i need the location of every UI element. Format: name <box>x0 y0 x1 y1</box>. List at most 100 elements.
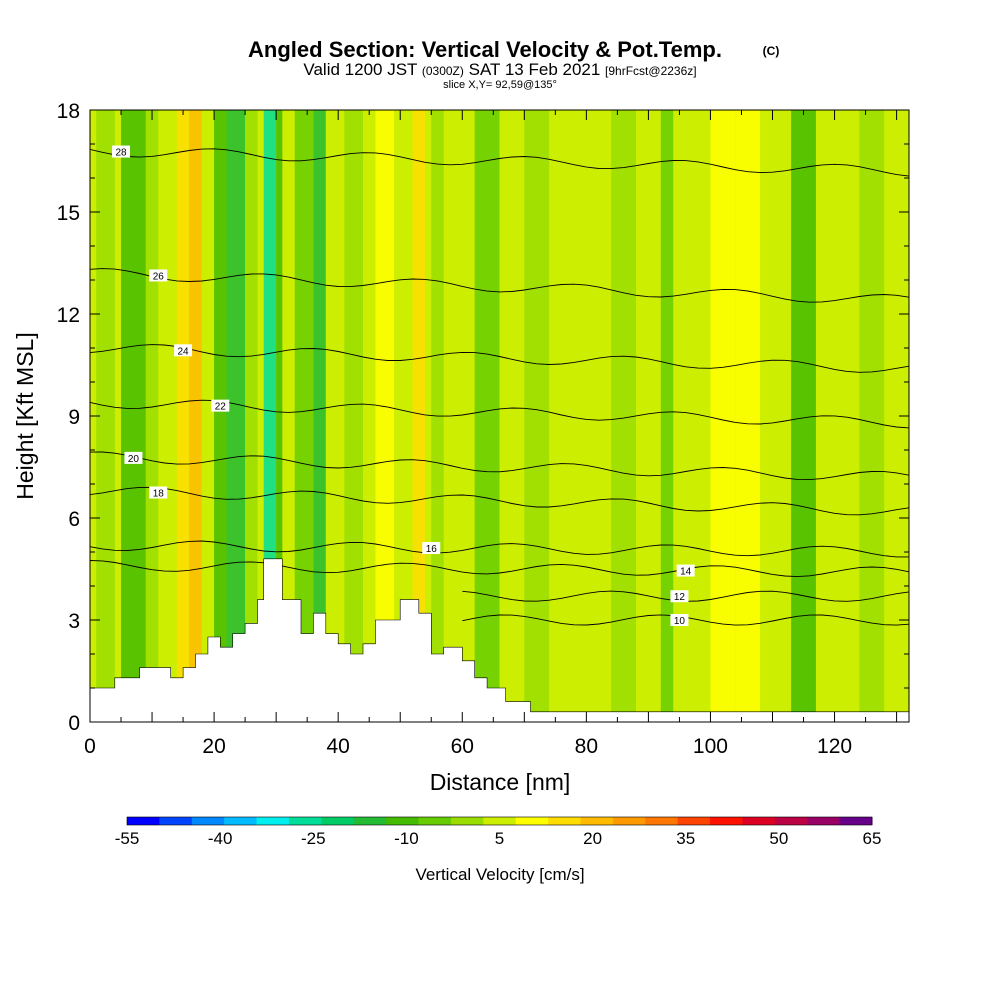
colorbar-swatch <box>256 817 290 825</box>
y-axis: 0 3 6 9 12 15 18 <box>57 100 909 735</box>
chart-subtitle: Valid 1200 JST (0300Z) SAT 13 Feb 2021 [… <box>303 60 696 79</box>
colorbar-swatch <box>353 817 387 825</box>
theta-label-bg-10 <box>670 614 689 626</box>
velocity-band-14 <box>412 110 426 722</box>
theta-label-24: 24 <box>178 346 190 357</box>
colorbar-swatch <box>807 817 841 825</box>
theta-label-bg-12 <box>670 590 689 603</box>
theta-contours: 10 12 14 16 18 20 22 24 26 28 <box>90 145 909 627</box>
colorbar-tick-label: 50 <box>769 829 788 848</box>
colorbar-tick-label: 20 <box>583 829 602 848</box>
theta-label-12: 12 <box>674 592 686 603</box>
colorbar-tick-label: 35 <box>676 829 695 848</box>
theta-contour-28 <box>90 148 909 177</box>
velocity-band-3 <box>176 110 190 722</box>
velocity-band-10 <box>294 110 314 722</box>
y-tick-label: 0 <box>68 712 80 735</box>
colorbar-swatch <box>774 817 808 825</box>
theta-label-bg-28 <box>112 145 131 158</box>
theta-label-bg-26 <box>149 269 168 282</box>
velocity-band-5 <box>214 110 227 722</box>
velocity-band-18 <box>611 110 636 722</box>
velocity-band-16 <box>474 110 500 722</box>
y-tick-label: 15 <box>57 202 80 225</box>
colorbar-tick-label: -25 <box>301 829 326 848</box>
velocity-band-22 <box>791 110 816 722</box>
colorbar-frame <box>126 816 873 826</box>
chart-title-units: (C) <box>763 44 780 58</box>
theta-label-22: 22 <box>215 402 227 413</box>
colorbar-swatch <box>645 817 679 825</box>
x-axis: 0 20 40 60 80 100 120 <box>84 110 898 758</box>
x-tick-label: 80 <box>575 735 598 758</box>
terrain <box>90 558 909 722</box>
velocity-band-1 <box>121 110 146 722</box>
y-tick-label: 18 <box>57 100 80 123</box>
subtitle-valid-time: Valid 1200 JST <box>303 60 417 79</box>
velocity-band-7 <box>245 110 258 722</box>
velocity-band-21 <box>735 110 761 722</box>
velocity-band-9 <box>276 110 283 722</box>
subtitle-utc-time: (0300Z) <box>422 64 464 78</box>
colorbar-swatch <box>127 817 160 825</box>
colorbar-swatch <box>386 817 420 825</box>
velocity-band-4 <box>189 110 202 722</box>
colorbar-tick-label: 5 <box>495 829 504 848</box>
x-tick-label: 100 <box>693 735 728 758</box>
colorbar-tick-label: 65 <box>863 829 882 848</box>
y-axis-label: Height [Kft MSL] <box>12 332 38 499</box>
theta-label-bg-24 <box>174 344 193 357</box>
theta-label-bg-14 <box>676 564 695 577</box>
y-tick-label: 6 <box>68 508 80 531</box>
colorbar-tick-label: -40 <box>208 829 233 848</box>
velocity-band-23 <box>859 110 885 722</box>
colorbar-swatch <box>677 817 711 825</box>
theta-contour-18 <box>90 486 909 516</box>
colorbar-swatch <box>418 817 452 825</box>
theta-label-18: 18 <box>153 489 165 500</box>
colorbar-swatch <box>450 817 484 825</box>
theta-contour-26 <box>90 268 909 303</box>
x-tick-label: 20 <box>202 735 225 758</box>
colorbar-title: Vertical Velocity [cm/s] <box>415 865 584 884</box>
theta-label-16: 16 <box>426 544 438 555</box>
colorbar-swatch <box>612 817 646 825</box>
colorbar-swatch <box>742 817 776 825</box>
theta-contour-14 <box>90 560 909 578</box>
velocity-band-13 <box>375 110 395 722</box>
y-tick-label: 12 <box>57 304 80 327</box>
y-tick-label: 3 <box>68 610 80 633</box>
theta-label-10: 10 <box>674 616 686 627</box>
theta-label-bg-22 <box>211 399 230 412</box>
colorbar-swatch <box>515 817 549 825</box>
theta-contour-16 <box>90 540 909 558</box>
colorbar-tick-label: -55 <box>115 829 140 848</box>
chart-title: Angled Section: Vertical Velocity & Pot.… <box>248 37 722 62</box>
colorbar-swatch <box>224 817 258 825</box>
velocity-band-0 <box>96 110 115 722</box>
slice-info: slice X,Y= 92,59@135° <box>443 79 557 91</box>
x-tick-label: 60 <box>451 735 474 758</box>
x-axis-label: Distance [nm] <box>430 769 571 795</box>
theta-label-20: 20 <box>128 454 140 465</box>
velocity-band-17 <box>524 110 550 722</box>
colorbar-swatch <box>839 817 873 825</box>
theta-label-bg-18 <box>149 486 168 499</box>
colorbar-swatch <box>159 817 193 825</box>
theta-contour-20 <box>90 451 909 481</box>
theta-label-bg-16 <box>422 542 441 555</box>
velocity-band-20 <box>710 110 736 722</box>
velocity-band-6 <box>226 110 246 722</box>
y-tick-label: 9 <box>68 406 80 429</box>
subtitle-date: SAT 13 Feb 2021 <box>469 60 601 79</box>
subtitle-forecast: [9hrFcst@2236z] <box>605 64 697 78</box>
colorbar-swatch <box>580 817 614 825</box>
theta-label-bg-20 <box>124 451 143 464</box>
velocity-band-2 <box>145 110 159 722</box>
colorbar-swatch <box>483 817 517 825</box>
theta-contour-24 <box>90 344 909 373</box>
colorbar-swatch <box>710 817 743 825</box>
velocity-band-11 <box>313 110 326 722</box>
colorbar: -55 -40 -25 -10 5 20 35 50 65 <box>115 816 882 848</box>
